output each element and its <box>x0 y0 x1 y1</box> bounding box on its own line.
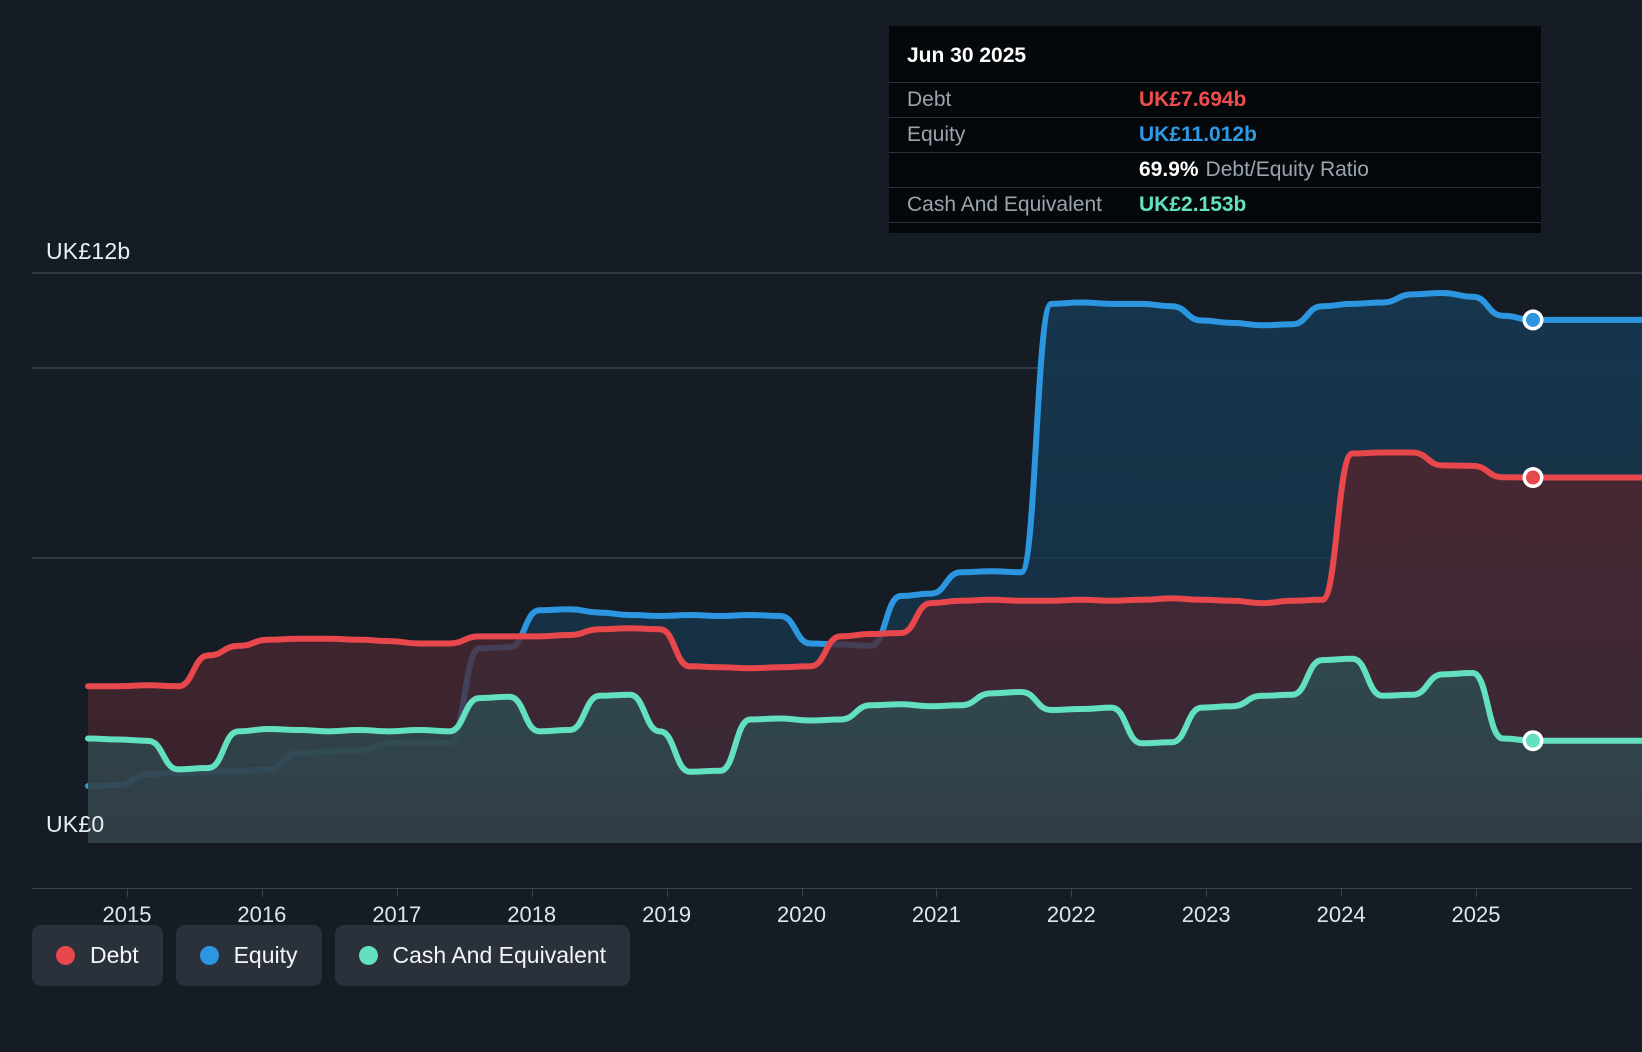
x-axis-tick-label: 2020 <box>777 902 826 927</box>
legend-item-debt[interactable]: Debt <box>32 925 163 986</box>
legend-dot-icon-debt <box>56 946 75 965</box>
x-axis-tick-label: 2016 <box>237 902 287 927</box>
x-axis-tick <box>1206 888 1208 897</box>
x-axis-tick <box>1341 888 1343 897</box>
y-axis-label-bottom: UK£0 <box>46 811 105 837</box>
x-axis-tick-label: 2015 <box>102 902 152 927</box>
tooltip-value-equity: UK£11.012b <box>1139 123 1257 146</box>
tooltip-row-ratio: 69.9% Debt/Equity Ratio <box>889 152 1541 187</box>
legend-label-cash: Cash And Equivalent <box>392 942 607 968</box>
x-axis-tick-label: 2024 <box>1316 902 1366 927</box>
tooltip-value-ratio: 69.9% <box>1139 158 1199 181</box>
series-area-cash-and-equivalent <box>88 658 1642 843</box>
tooltip-value-debt: UK£7.694b <box>1139 88 1247 111</box>
endpoint-dot-cash-and-equivalent <box>1526 733 1540 748</box>
tooltip-label-debt: Debt <box>907 88 952 111</box>
tooltip-value-cash: UK£2.153b <box>1139 193 1247 216</box>
x-axis-tick-label: 2017 <box>372 902 422 927</box>
x-axis-tick <box>666 888 668 897</box>
x-axis-line <box>32 888 1632 889</box>
tooltip-date: Jun 30 2025 <box>907 44 1027 67</box>
x-axis-tick <box>261 888 263 897</box>
x-axis-tick-label: 2019 <box>642 902 692 927</box>
series-line-debt <box>85 449 1642 690</box>
chart-plot-area[interactable] <box>0 0 1642 900</box>
x-axis-tick <box>936 888 938 897</box>
chart-legend: Debt Equity Cash And Equivalent <box>32 925 631 986</box>
legend-item-cash[interactable]: Cash And Equivalent <box>334 925 631 986</box>
tooltip-row-equity: Equity UK£11.012b <box>889 117 1541 152</box>
endpoint-dot-debt <box>1526 470 1540 485</box>
y-axis-label-top: UK£12b <box>46 238 131 264</box>
tooltip-row-cash: Cash And Equivalent UK£2.153b <box>889 187 1541 222</box>
tooltip-label-ratio: Debt/Equity Ratio <box>1205 158 1369 181</box>
endpoint-dot-equity <box>1526 312 1540 327</box>
chart-tooltip: Jun 30 2025 Debt UK£7.694b Equity UK£11.… <box>889 26 1541 233</box>
x-axis-tick <box>1071 888 1073 897</box>
tooltip-label-cash: Cash And Equivalent <box>907 193 1102 216</box>
chart-svg <box>32 272 1642 843</box>
x-axis-tick <box>801 888 803 897</box>
legend-dot-icon-equity <box>199 946 219 965</box>
x-axis-tick <box>396 888 398 897</box>
x-axis-tick-label: 2023 <box>1181 902 1231 927</box>
x-axis-tick-label: 2025 <box>1451 902 1501 927</box>
legend-item-equity[interactable]: Equity <box>175 925 322 986</box>
x-axis-tick-label: 2018 <box>507 902 557 927</box>
x-axis-tick-label: 2021 <box>911 902 961 927</box>
x-axis: 2015 2016 2017 2018 2019 2020 2021 2022 2023 2024… <box>0 888 1642 934</box>
legend-label-debt: Debt <box>90 942 139 968</box>
x-axis-tick-label: 2022 <box>1046 902 1096 927</box>
series-line-cash-and-equivalent <box>85 655 1642 775</box>
legend-dot-icon-cash <box>358 946 378 965</box>
legend-label-equity: Equity <box>233 942 298 968</box>
tooltip-footer-rule <box>889 222 1541 223</box>
x-axis-tick <box>1476 888 1477 897</box>
x-axis-tick <box>127 888 128 897</box>
tooltip-row-debt: Debt UK£7.694b <box>889 82 1541 117</box>
x-axis-tick <box>531 888 533 897</box>
tooltip-label-equity: Equity <box>907 123 966 146</box>
